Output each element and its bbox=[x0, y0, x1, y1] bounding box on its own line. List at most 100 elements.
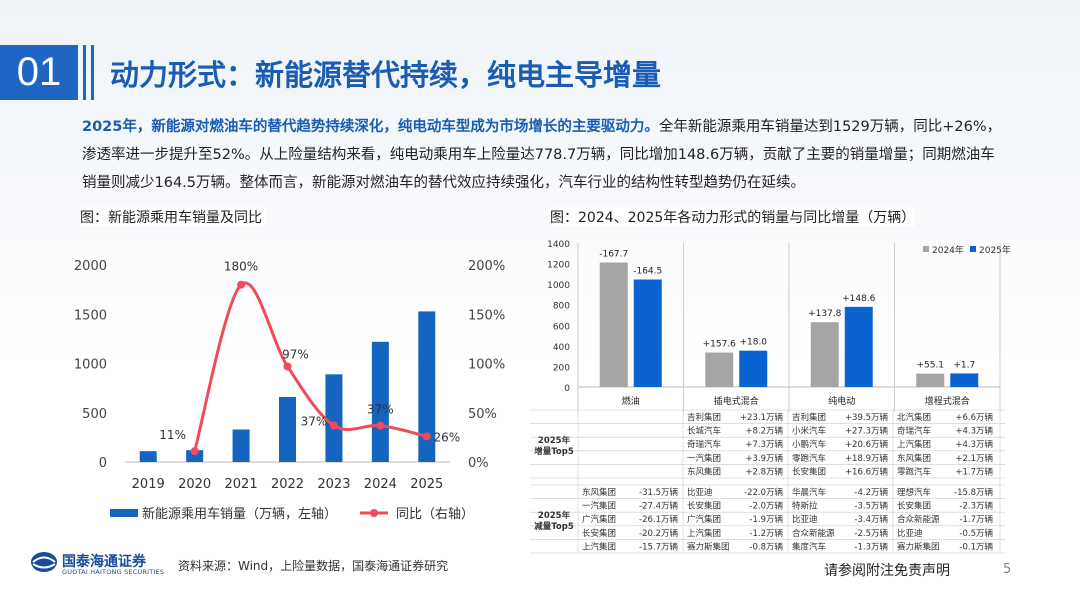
left-axis-tick: 1500 bbox=[74, 308, 107, 323]
table-cell-name: 比亚迪 bbox=[687, 487, 713, 498]
table-cell-name: 上汽集团 bbox=[582, 541, 616, 552]
table-cell-name: 合众新能源 bbox=[897, 514, 940, 525]
table-cell-name: 赛力斯集团 bbox=[687, 541, 730, 552]
category-label: 燃油 bbox=[622, 395, 640, 407]
summary-body: 全年新能源乘用车销量达到1529万辆，同比+26%，渗透率进一步提升至52%。从… bbox=[82, 119, 1002, 191]
category-label: 插电式混合 bbox=[714, 395, 759, 407]
left-axis-tick: 0 bbox=[99, 456, 107, 471]
yoy-point bbox=[376, 421, 385, 430]
decrease-label-2: 减量Top5 bbox=[534, 521, 574, 532]
powertrain-chart: 0 200 400 600 800 1000 1200 1400 -167.7 -164.5 燃油 +… bbox=[547, 240, 1010, 412]
x-axis-tick: 2019 bbox=[132, 477, 165, 492]
increase-label: 2025年 bbox=[538, 435, 571, 446]
x-axis-tick: 2021 bbox=[225, 477, 258, 492]
table-cell-value: -3.5万辆 bbox=[854, 501, 888, 512]
yoy-point bbox=[329, 421, 338, 430]
sales-bar bbox=[139, 451, 157, 462]
y-axis-tick: 0 bbox=[564, 384, 570, 394]
table-cell-value: +18.9万辆 bbox=[845, 453, 889, 464]
table-cell-name: 集度汽车 bbox=[792, 541, 826, 552]
table-cell-name: 北汽集团 bbox=[897, 412, 931, 423]
y-axis-tick: 800 bbox=[553, 302, 570, 312]
table-cell-name: 东风集团 bbox=[687, 466, 721, 477]
table-cell-name: 吉利集团 bbox=[687, 412, 721, 423]
summary-lead: 2025年，新能源对燃油车的替代趋势持续深化，纯电动车型成为市场增长的主要驱动力… bbox=[82, 119, 659, 135]
bar-2024 bbox=[705, 352, 734, 387]
table-cell-name: 一汽集团 bbox=[687, 453, 721, 464]
table-cell-name: 特斯拉 bbox=[792, 501, 818, 512]
table-cell-value: +3.9万辆 bbox=[745, 453, 783, 464]
category-label: 纯电动 bbox=[828, 395, 855, 407]
table-cell-value: -1.3万辆 bbox=[854, 541, 888, 552]
table-cell-name: 东风集团 bbox=[897, 453, 931, 464]
right-axis-tick: 150% bbox=[468, 308, 505, 323]
table-cell-name: 奇瑞汽车 bbox=[897, 426, 931, 437]
table-cell-name: 广汽集团 bbox=[582, 514, 616, 525]
y-axis-tick: 200 bbox=[553, 363, 570, 373]
table-cell-value: -1.7万辆 bbox=[959, 514, 993, 525]
x-axis-tick: 2022 bbox=[271, 477, 304, 492]
y-axis-tick: 1200 bbox=[547, 261, 570, 271]
legend-line-label: 同比（右轴） bbox=[396, 507, 474, 522]
table-cell-value: -0.5万辆 bbox=[959, 528, 993, 539]
table-cell-value: +6.6万辆 bbox=[955, 412, 993, 423]
section-header: 01 动力形式：新能源替代持续，纯电主导增量 bbox=[0, 45, 1080, 100]
table-cell-value: -0.1万辆 bbox=[959, 541, 993, 552]
table-cell-value: -22.0万辆 bbox=[744, 487, 783, 498]
x-axis-tick: 2025 bbox=[410, 477, 443, 492]
right-axis-tick: 50% bbox=[468, 407, 497, 422]
yoy-label: 37% bbox=[367, 403, 394, 417]
bar-2024 bbox=[916, 373, 945, 387]
table-cell-name: 长安集团 bbox=[687, 501, 721, 512]
table-cell-value: -15.7万辆 bbox=[639, 541, 678, 552]
yoy-label: 11% bbox=[159, 428, 186, 442]
table-cell-value: +20.6万辆 bbox=[845, 439, 889, 450]
table-cell-name: 比亚迪 bbox=[897, 528, 923, 539]
right-axis-tick: 0% bbox=[468, 456, 489, 471]
annotation-2025: -164.5 bbox=[633, 267, 662, 277]
sales-bar bbox=[232, 429, 250, 462]
sales-bar bbox=[186, 450, 204, 462]
annotation-2025: +1.7 bbox=[953, 360, 975, 370]
left-axis-tick: 1000 bbox=[74, 358, 107, 373]
table-cell-value: +2.1万辆 bbox=[955, 453, 993, 464]
table-cell-value: +4.3万辆 bbox=[955, 439, 993, 450]
data-source: 资料来源：Wind，上险量数据，国泰海通证券研究 bbox=[178, 559, 449, 573]
sales-bar bbox=[325, 374, 343, 462]
table-cell-name: 长安集团 bbox=[792, 466, 826, 477]
yoy-point bbox=[422, 432, 431, 441]
table-cell-value: -26.1万辆 bbox=[639, 514, 678, 525]
yoy-label: 26% bbox=[433, 430, 460, 444]
y-axis-tick: 400 bbox=[553, 343, 570, 353]
table-cell-name: 零跑汽车 bbox=[792, 453, 826, 464]
annotation-2024: +137.8 bbox=[808, 309, 842, 319]
yoy-label: 180% bbox=[224, 260, 258, 274]
legend-2024-label: 2024年 bbox=[932, 244, 964, 256]
annotation-2025: +148.6 bbox=[842, 294, 876, 304]
page-title: 动力形式：新能源替代持续，纯电主导增量 bbox=[110, 58, 662, 92]
legend-bar-swatch bbox=[110, 509, 138, 517]
y-axis-tick: 1000 bbox=[547, 281, 570, 291]
disclaimer: 请参阅附注免责声明 bbox=[824, 563, 950, 579]
bar-2025 bbox=[844, 306, 873, 387]
yoy-point bbox=[190, 447, 199, 456]
table-cell-name: 东风集团 bbox=[582, 487, 616, 498]
table-cell-value: +7.3万辆 bbox=[745, 439, 783, 450]
table-cell-value: -2.3万辆 bbox=[959, 501, 993, 512]
table-cell-name: 合众新能源 bbox=[792, 528, 835, 539]
table-cell-value: -27.4万辆 bbox=[639, 501, 678, 512]
table-cell-value: -2.5万辆 bbox=[854, 528, 888, 539]
right-axis-tick: 100% bbox=[468, 358, 505, 373]
table-cell-value: -4.2万辆 bbox=[854, 487, 888, 498]
table-cell-value: +16.6万辆 bbox=[845, 466, 889, 477]
annotation-2024: +157.6 bbox=[703, 340, 737, 350]
yoy-label: 97% bbox=[282, 347, 309, 361]
table-cell-value: -31.5万辆 bbox=[639, 487, 678, 498]
annotation-2024: -167.7 bbox=[599, 250, 628, 260]
legend-2025-swatch bbox=[970, 246, 976, 252]
left-axis-tick: 2000 bbox=[74, 259, 107, 274]
table-cell-value: +27.3万辆 bbox=[845, 426, 889, 437]
page-number: 5 bbox=[1003, 562, 1012, 577]
table-cell-value: -3.4万辆 bbox=[854, 514, 888, 525]
